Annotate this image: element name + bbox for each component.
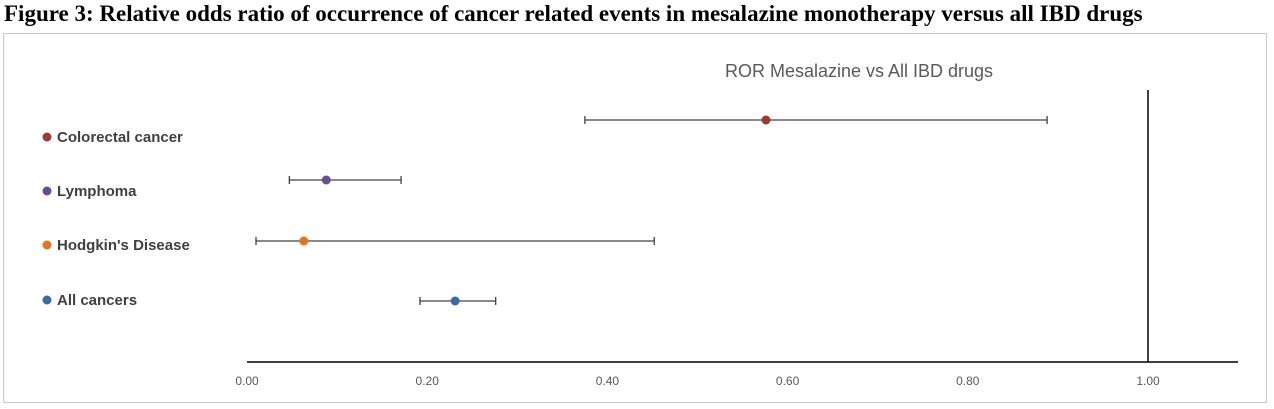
data-point	[299, 236, 309, 246]
x-tick-label: 0.60	[776, 374, 800, 388]
x-tick-label: 0.20	[416, 374, 440, 388]
data-point	[321, 175, 331, 185]
legend-marker	[42, 186, 52, 196]
legend-label: Hodgkin's Disease	[57, 237, 190, 254]
legend-marker	[42, 132, 52, 142]
chart-area	[3, 33, 1267, 403]
legend-label: All cancers	[57, 292, 137, 309]
data-point	[450, 296, 460, 306]
figure-title: Figure 3: Relative odds ratio of occurre…	[4, 1, 1143, 26]
x-tick-label: 0.00	[235, 374, 259, 388]
x-axis: 0.00 0.20 0.40 0.60 0.80 1.00	[235, 90, 1238, 388]
legend-marker	[42, 240, 52, 250]
x-tick-label: 0.40	[596, 374, 620, 388]
legend-label: Lymphoma	[57, 183, 137, 200]
legend-label: Colorectal cancer	[57, 129, 183, 146]
data-point	[761, 115, 771, 125]
plot-marks	[255, 115, 1048, 306]
legend-marker	[42, 295, 52, 305]
x-tick-label: 0.80	[956, 374, 980, 388]
chart-title: ROR Mesalazine vs All IBD drugs	[725, 61, 993, 81]
x-tick-label: 1.00	[1136, 374, 1160, 388]
legend: Colorectal cancer Lymphoma Hodgkin's Disea…	[42, 129, 190, 309]
